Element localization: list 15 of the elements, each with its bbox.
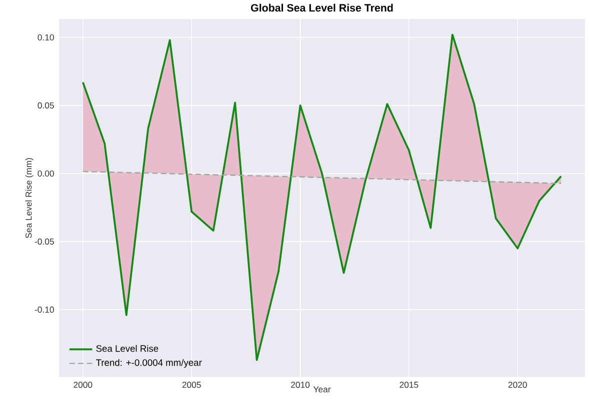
x-tick-label: 2005 bbox=[182, 382, 201, 388]
x-tick-label: 2020 bbox=[508, 382, 527, 388]
y-tick-label: 0.10 bbox=[38, 34, 54, 40]
y-axis-title: Sea Level Rise (mm) bbox=[25, 158, 34, 238]
legend-label: Sea Level Rise bbox=[96, 344, 158, 352]
x-tick-label: 2010 bbox=[291, 382, 310, 388]
y-tick-label: -0.10 bbox=[34, 306, 54, 313]
legend-label: Trend: +-0.0004 mm/year bbox=[96, 359, 202, 368]
x-tick-label: 2000 bbox=[74, 382, 92, 388]
y-tick-label: 0.05 bbox=[38, 102, 54, 109]
x-tick-label: 2015 bbox=[400, 382, 418, 388]
y-tick-label: 0.00 bbox=[38, 170, 54, 177]
x-axis-title: Year bbox=[313, 386, 331, 392]
y-tick-label: -0.05 bbox=[34, 238, 54, 245]
chart-title: Global Sea Level Rise Trend bbox=[251, 4, 393, 12]
